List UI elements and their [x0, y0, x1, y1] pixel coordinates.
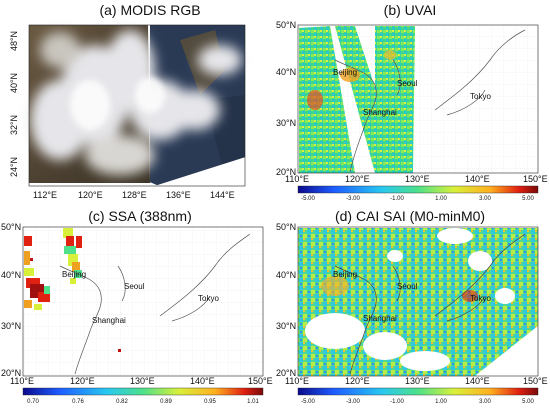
panel-title-c: (c) SSA (388nm): [88, 208, 192, 224]
colorbar-label: 1.01: [247, 399, 259, 405]
lon-tick-144: 144°E: [210, 190, 235, 200]
lon-tick-120: 120°E: [70, 376, 95, 386]
colorbar-label: -1.00: [390, 196, 404, 202]
colorbar-label: 5.00: [522, 399, 534, 405]
lon-tick-110: 110°E: [285, 174, 309, 184]
city-tokyo: Tokyo: [470, 92, 491, 101]
cai-cloud-gaps: [305, 228, 538, 376]
lat-tick-40: 40°N: [1, 270, 22, 280]
lat-tick-40: 40°N: [276, 270, 297, 280]
lat-tick-30: 30°N: [276, 118, 297, 128]
lon-tick-150: 150°E: [523, 174, 548, 184]
city-seoul: Seoul: [397, 79, 418, 88]
ssa-pixels-left: [24, 236, 50, 310]
colorbar-label: 0.70: [27, 399, 39, 405]
colorbar-label: 1.00: [435, 196, 447, 202]
lon-tick-140: 140°E: [465, 174, 490, 184]
ssa-map: [22, 226, 264, 396]
colorbar-label: 0.82: [116, 399, 128, 405]
city-shanghai: Shanghai: [92, 316, 126, 325]
lat-tick-24: 24°N: [9, 156, 20, 178]
panel-title-a: (a) MODIS RGB: [99, 2, 201, 18]
lon-tick-130: 130°E: [405, 376, 430, 386]
city-shanghai: Shanghai: [363, 314, 397, 323]
city-tokyo: Tokyo: [470, 294, 491, 303]
city-tokyo: Tokyo: [198, 294, 219, 303]
lon-tick-120: 120°E: [78, 190, 103, 200]
panel-modis-rgb: (a) MODIS RGB: [0, 0, 275, 205]
colorbar-label: -1.00: [390, 399, 404, 405]
panel-ssa: (c) SSA (388nm): [0, 206, 275, 411]
lon-tick-120: 120°E: [345, 174, 370, 184]
lat-tick-30: 30°N: [1, 321, 22, 331]
lon-tick-110: 110°E: [285, 376, 309, 386]
lat-tick-48: 48°N: [9, 30, 20, 52]
lon-tick-136: 136°E: [166, 190, 191, 200]
city-shanghai: Shanghai: [363, 108, 397, 117]
lon-tick-128: 128°E: [122, 190, 147, 200]
lat-tick-40: 40°N: [9, 72, 20, 94]
colorbar-label: 1.00: [435, 399, 447, 405]
lat-tick-50: 50°N: [276, 222, 297, 232]
colorbar-label: 3.00: [479, 399, 491, 405]
lat-tick-20: 20°N: [276, 167, 297, 177]
colorbar-label: -5.00: [301, 399, 315, 405]
lat-tick-32: 32°N: [9, 114, 20, 136]
lon-tick-140: 140°E: [190, 376, 215, 386]
lat-tick-50: 50°N: [1, 222, 22, 232]
cai-sai-map: [297, 226, 539, 396]
panel-cai-sai: (d) CAI SAI (M0-minM0): [275, 206, 550, 411]
lon-tick-112: 112°E: [33, 190, 57, 200]
lon-tick-130: 130°E: [405, 174, 430, 184]
city-seoul: Seoul: [397, 282, 418, 291]
cai-sai-colorbar: [297, 387, 539, 396]
lat-tick-30: 30°N: [276, 321, 297, 331]
city-beijing: Beijing: [333, 270, 358, 279]
colorbar-label: 0.76: [72, 399, 84, 405]
colorbar-label: 0.89: [160, 399, 172, 405]
modis-rgb-image: [28, 24, 246, 187]
lon-tick-140: 140°E: [465, 376, 490, 386]
colorbar-label: 3.00: [479, 196, 491, 202]
lat-tick-50: 50°N: [276, 20, 297, 30]
panel-uvai: (b) UVAI: [275, 0, 550, 205]
lat-tick-40: 40°N: [276, 67, 297, 77]
lat-tick-20: 20°N: [1, 368, 22, 378]
colorbar-label: -3.00: [346, 399, 360, 405]
uvai-colorbar: [297, 185, 539, 194]
colorbar-label: -5.00: [301, 196, 315, 202]
panel-title-d: (d) CAI SAI (M0-minM0): [334, 208, 486, 224]
city-beijing: Beijing: [62, 270, 87, 279]
city-beijing: Beijing: [333, 68, 358, 77]
panel-title-b: (b) UVAI: [383, 2, 437, 18]
lon-tick-150: 150°E: [248, 376, 273, 386]
uvai-map: [297, 24, 539, 194]
colorbar-label: 5.00: [522, 196, 534, 202]
lon-tick-110: 110°E: [10, 376, 34, 386]
lon-tick-150: 150°E: [523, 376, 548, 386]
colorbar-label: 0.95: [204, 399, 216, 405]
lat-tick-20: 20°N: [276, 368, 297, 378]
lon-tick-120: 120°E: [345, 376, 370, 386]
colorbar-label: -3.00: [346, 196, 360, 202]
lon-tick-130: 130°E: [130, 376, 155, 386]
ssa-colorbar: [22, 387, 264, 396]
city-seoul: Seoul: [124, 282, 145, 291]
